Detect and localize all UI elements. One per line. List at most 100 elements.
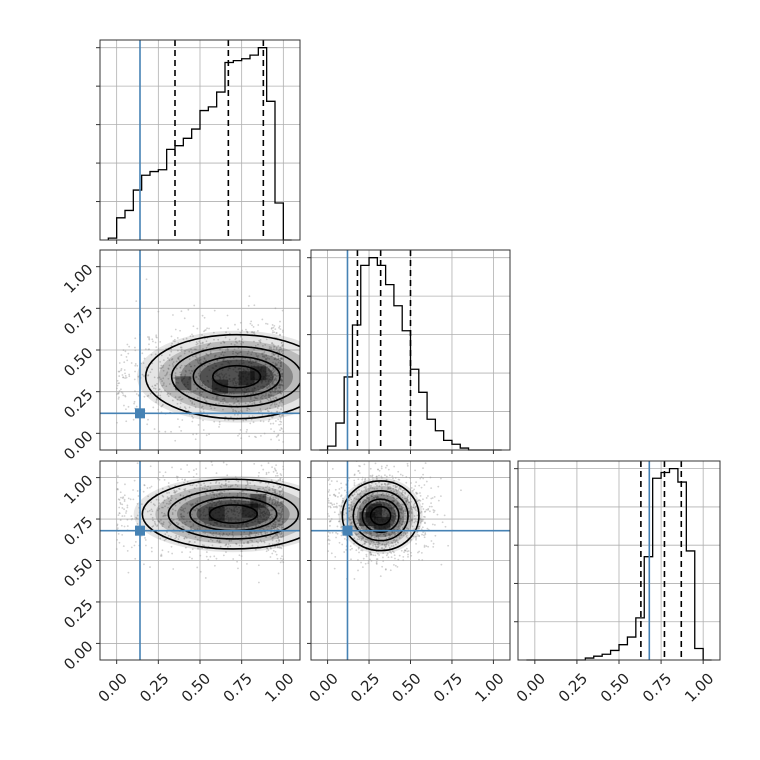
scatter-point bbox=[237, 514, 240, 517]
scatter-point bbox=[268, 378, 271, 381]
scatter-point bbox=[385, 493, 388, 495]
scatter-point bbox=[204, 467, 207, 470]
scatter-point bbox=[364, 542, 366, 545]
scatter-point bbox=[265, 486, 267, 489]
scatter-point bbox=[278, 509, 280, 512]
scatter-point bbox=[219, 518, 222, 521]
scatter-point bbox=[162, 521, 165, 524]
scatter-point bbox=[359, 506, 362, 509]
scatter-point bbox=[274, 488, 276, 491]
scatter-point bbox=[121, 392, 124, 395]
scatter-point bbox=[416, 514, 419, 517]
scatter-point bbox=[149, 465, 152, 468]
scatter-point bbox=[281, 352, 284, 355]
scatter-point bbox=[395, 490, 398, 492]
scatter-point bbox=[200, 393, 203, 396]
scatter-point bbox=[268, 509, 271, 512]
scatter-point bbox=[280, 511, 283, 514]
scatter-point bbox=[281, 375, 284, 378]
scatter-point bbox=[161, 523, 164, 525]
scatter-point bbox=[378, 528, 381, 531]
scatter-point bbox=[263, 385, 266, 388]
scatter-point bbox=[257, 343, 259, 346]
scatter-point bbox=[234, 505, 237, 508]
scatter-point bbox=[216, 496, 219, 499]
scatter-point bbox=[375, 511, 378, 514]
scatter-point bbox=[141, 373, 144, 376]
scatter-point bbox=[279, 523, 282, 526]
scatter-point bbox=[226, 474, 229, 477]
scatter-point bbox=[375, 541, 378, 544]
scatter-point bbox=[180, 373, 183, 376]
scatter-point bbox=[279, 384, 282, 387]
scatter-point bbox=[391, 535, 394, 538]
scatter-point bbox=[231, 484, 234, 487]
scatter-point bbox=[384, 520, 387, 523]
scatter-point bbox=[363, 517, 366, 519]
scatter-point bbox=[393, 539, 396, 541]
scatter-point bbox=[220, 353, 223, 356]
scatter-point bbox=[159, 397, 162, 399]
scatter-point bbox=[199, 378, 202, 381]
scatter-point bbox=[195, 507, 198, 510]
scatter-point bbox=[430, 497, 433, 500]
scatter-point bbox=[276, 546, 279, 549]
scatter-point bbox=[258, 504, 261, 507]
scatter-point bbox=[225, 543, 228, 546]
scatter-point bbox=[123, 515, 126, 517]
scatter-point bbox=[180, 468, 182, 471]
scatter-point bbox=[340, 534, 343, 537]
scatter-point bbox=[420, 528, 423, 531]
scatter-point bbox=[171, 358, 173, 361]
scatter-point bbox=[266, 485, 269, 488]
scatter-point bbox=[375, 513, 378, 516]
scatter-point bbox=[273, 535, 276, 538]
scatter-point bbox=[369, 494, 372, 497]
scatter-point bbox=[244, 402, 247, 405]
scatter-point bbox=[170, 497, 173, 500]
scatter-point bbox=[375, 496, 378, 499]
scatter-point bbox=[432, 545, 435, 548]
scatter-point bbox=[263, 351, 266, 353]
scatter-point bbox=[359, 508, 362, 511]
scatter-point bbox=[379, 513, 382, 515]
scatter-point bbox=[370, 539, 372, 542]
scatter-point bbox=[266, 508, 269, 511]
scatter-point bbox=[235, 543, 238, 545]
scatter-point bbox=[440, 563, 443, 566]
scatter-point bbox=[182, 526, 185, 528]
scatter-point bbox=[219, 518, 222, 521]
scatter-point bbox=[387, 486, 389, 488]
contour-line-0 bbox=[144, 333, 300, 420]
scatter-point bbox=[397, 489, 400, 491]
scatter-point bbox=[245, 391, 248, 394]
scatter-point bbox=[411, 525, 414, 528]
scatter-point bbox=[364, 531, 367, 534]
scatter-point bbox=[328, 520, 331, 523]
scatter-point bbox=[267, 385, 270, 388]
scatter-point bbox=[124, 350, 127, 353]
scatter-point bbox=[382, 518, 385, 521]
scatter-point bbox=[203, 316, 206, 319]
scatter-point bbox=[254, 360, 257, 363]
scatter-point bbox=[376, 558, 379, 561]
scatter-point bbox=[261, 527, 264, 529]
scatter-point bbox=[355, 489, 358, 492]
scatter-point bbox=[230, 360, 232, 363]
scatter-point bbox=[281, 391, 284, 394]
scatter-point bbox=[262, 504, 265, 507]
scatter-point bbox=[201, 333, 203, 336]
scatter-point bbox=[234, 520, 237, 523]
scatter-point bbox=[266, 547, 269, 550]
scatter-point bbox=[155, 391, 158, 394]
scatter-point bbox=[274, 524, 277, 527]
scatter-point bbox=[237, 567, 239, 570]
scatter-point bbox=[391, 531, 393, 534]
scatter-point bbox=[263, 355, 266, 357]
scatter-point bbox=[274, 405, 277, 408]
scatter-point bbox=[230, 516, 233, 519]
scatter-point bbox=[268, 517, 271, 520]
scatter-point bbox=[279, 490, 282, 493]
scatter-point bbox=[276, 372, 279, 375]
scatter-point bbox=[281, 384, 284, 387]
